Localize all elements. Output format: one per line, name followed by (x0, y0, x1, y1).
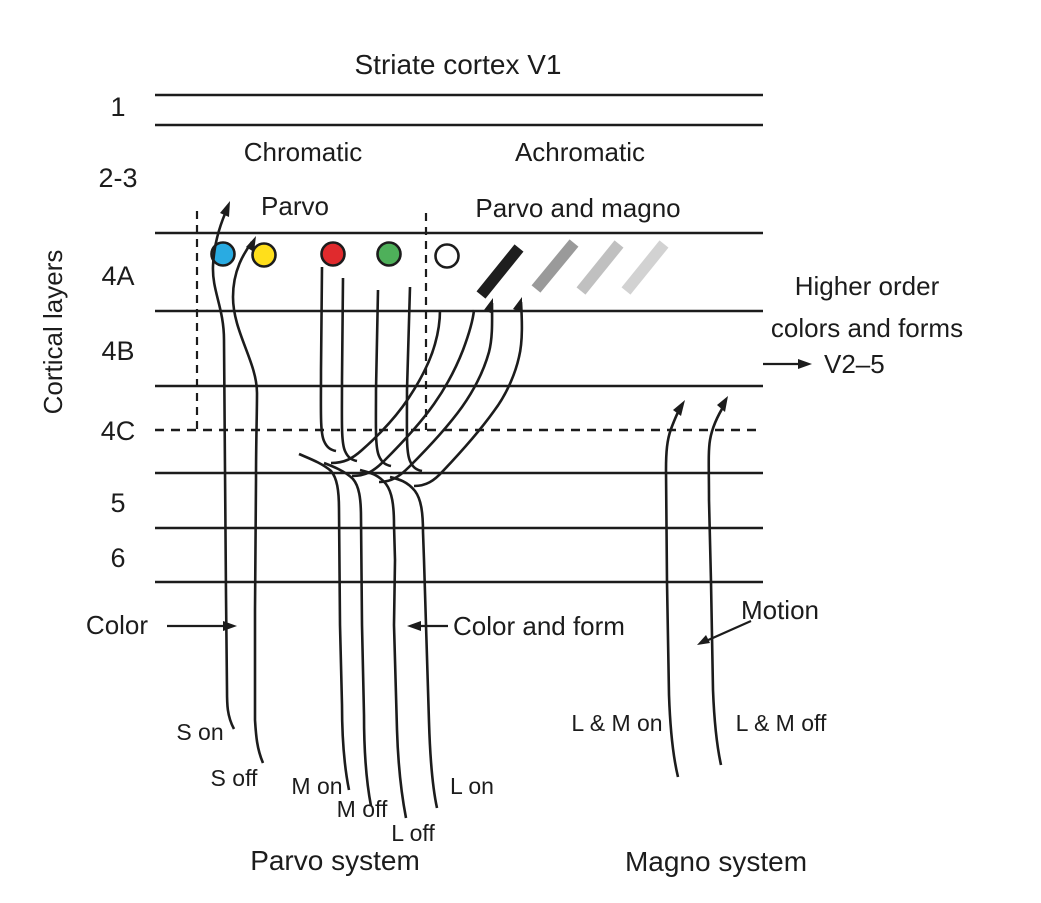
relay-stub-3 (374, 289, 392, 468)
l-off-axon (359, 468, 408, 819)
orientation-bar-black (476, 244, 524, 299)
motion-label: Motion (741, 595, 819, 625)
relay-curve-3 (378, 302, 494, 484)
magno-on-axon (664, 404, 684, 778)
layer-label-1: 1 (110, 92, 125, 122)
s-on-arrowhead-icon (220, 201, 230, 217)
magno-on-arrowhead-icon (673, 400, 685, 416)
orientation-bar-gray-light (621, 240, 669, 295)
orientation-bar-gray-dark (531, 239, 579, 293)
magno-off-arrowhead-icon (717, 396, 728, 412)
cell-label-lm-off: L & M off (736, 710, 827, 736)
blob-circles (210, 241, 460, 269)
color-and-form-arrowhead-icon (407, 621, 421, 631)
stream-label-parvo: Parvo (261, 191, 329, 221)
relay-stub-1 (319, 266, 337, 453)
layer-label-6: 6 (110, 543, 125, 573)
s-on-axon (211, 206, 236, 730)
relay-curve-1 (330, 309, 442, 465)
blob-white-circle (434, 243, 460, 269)
cell-label-m-on: M on (291, 773, 342, 799)
s-off-axon (231, 241, 265, 764)
s-off-arrowhead-icon (246, 236, 256, 252)
cell-label-m-off: M off (337, 796, 388, 822)
blob-green-circle (376, 241, 402, 267)
m-on-axon (298, 452, 351, 791)
cell-label-l-off: L off (391, 820, 435, 846)
relay-curve-3-arrowhead-icon (484, 298, 493, 314)
cell-label-lm-on: L & M on (571, 710, 662, 736)
relay-curve-4-arrowhead-icon (513, 297, 522, 313)
relay-curve-2 (351, 309, 476, 478)
layer-label-4b: 4B (101, 336, 134, 366)
v2-arrowhead-icon (798, 359, 812, 369)
layer-label-4a: 4A (101, 261, 134, 291)
relay-curve-4 (413, 301, 524, 488)
figure-title: Striate cortex V1 (355, 49, 562, 80)
color-label: Color (86, 610, 148, 640)
magno-off-axon (707, 403, 727, 766)
cell-label-l-on: L on (450, 773, 494, 799)
stream-label-chromatic: Chromatic (244, 137, 362, 167)
relay-stub-4 (405, 286, 423, 473)
color-arrowhead-icon (223, 621, 237, 631)
stream-label-achromatic: Achromatic (515, 137, 645, 167)
cortical-layers-axis-label: Cortical layers (38, 250, 68, 415)
stream-label-parvo-magno: Parvo and magno (475, 193, 680, 223)
higher-order-line1: Higher order (795, 271, 940, 301)
layer-label-4c: 4C (101, 416, 136, 446)
orientation-bar-gray-mid (576, 240, 624, 295)
cell-label-s-off: S off (211, 765, 258, 791)
color-and-form-label: Color and form (453, 611, 625, 641)
layer-label-5: 5 (110, 488, 125, 518)
blob-yellow-circle (251, 242, 277, 268)
layer-label-2-3: 2-3 (98, 163, 137, 193)
parvo-system-label: Parvo system (250, 845, 420, 876)
relay-stub-2 (340, 277, 358, 463)
higher-order-line3: V2–5 (824, 349, 885, 379)
m-off-axon (323, 461, 373, 807)
layer-boundary-lines (155, 93, 763, 584)
higher-order-line2: colors and forms (771, 313, 963, 343)
blob-blue-circle (210, 241, 236, 267)
magno-system-label: Magno system (625, 846, 807, 877)
orientation-bars (476, 239, 669, 299)
l-on-axon (389, 475, 439, 809)
motion-arrow-shaft (705, 619, 752, 643)
blob-red-circle (320, 241, 346, 267)
cell-label-s-on: S on (176, 719, 223, 745)
motion-arrowhead-icon (697, 635, 710, 645)
